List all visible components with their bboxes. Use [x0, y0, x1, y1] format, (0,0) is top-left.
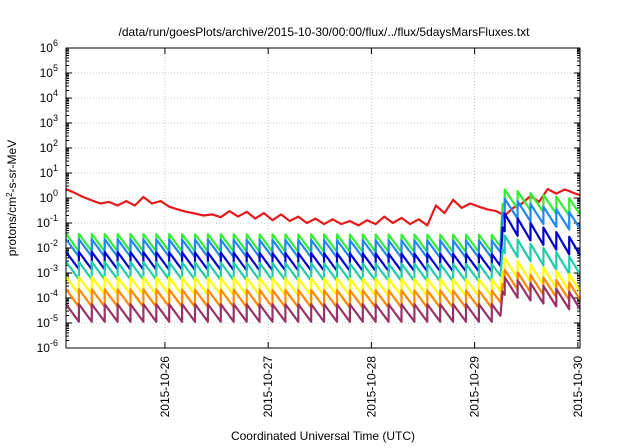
y-axis-label: protons/cm2-s-sr-MeV — [5, 140, 20, 256]
y-tick-label: 106 — [40, 38, 58, 55]
y-tick-label: 105 — [40, 63, 58, 80]
plot-frame — [65, 47, 581, 349]
series-line-1 — [65, 187, 581, 227]
x-tick-label: 2015-10-27 — [261, 356, 275, 418]
y-tick-label: 10-3 — [37, 263, 58, 280]
chart-title: /data/run/goesPlots/archive/2015-10-30/0… — [119, 25, 531, 39]
series-group — [65, 187, 581, 323]
y-tick-label: 102 — [40, 138, 58, 155]
x-tick-label: 2015-10-29 — [468, 356, 482, 418]
x-tick-label: 2015-10-26 — [158, 356, 172, 418]
y-tick-label: 10-2 — [37, 238, 58, 255]
series-line-8 — [65, 276, 581, 323]
y-tick-label: 100 — [40, 188, 58, 205]
x-tick-label: 2015-10-28 — [364, 356, 378, 418]
y-tick-label: 101 — [40, 163, 58, 180]
x-axis: 2015-10-26 2015-10-27 2015-10-28 2015-10-29… — [158, 48, 585, 417]
x-tick-label: 2015-10-30 — [571, 356, 585, 418]
y-tick-label: 10-4 — [37, 288, 58, 305]
y-tick-label: 10-6 — [37, 338, 58, 355]
y-tick-label: 10-5 — [37, 313, 58, 330]
y-tick-label: 10-1 — [37, 213, 58, 230]
x-axis-label: Coordinated Universal Time (UTC) — [231, 429, 415, 443]
y-tick-label: 103 — [40, 113, 58, 130]
y-tick-label: 104 — [40, 88, 58, 105]
